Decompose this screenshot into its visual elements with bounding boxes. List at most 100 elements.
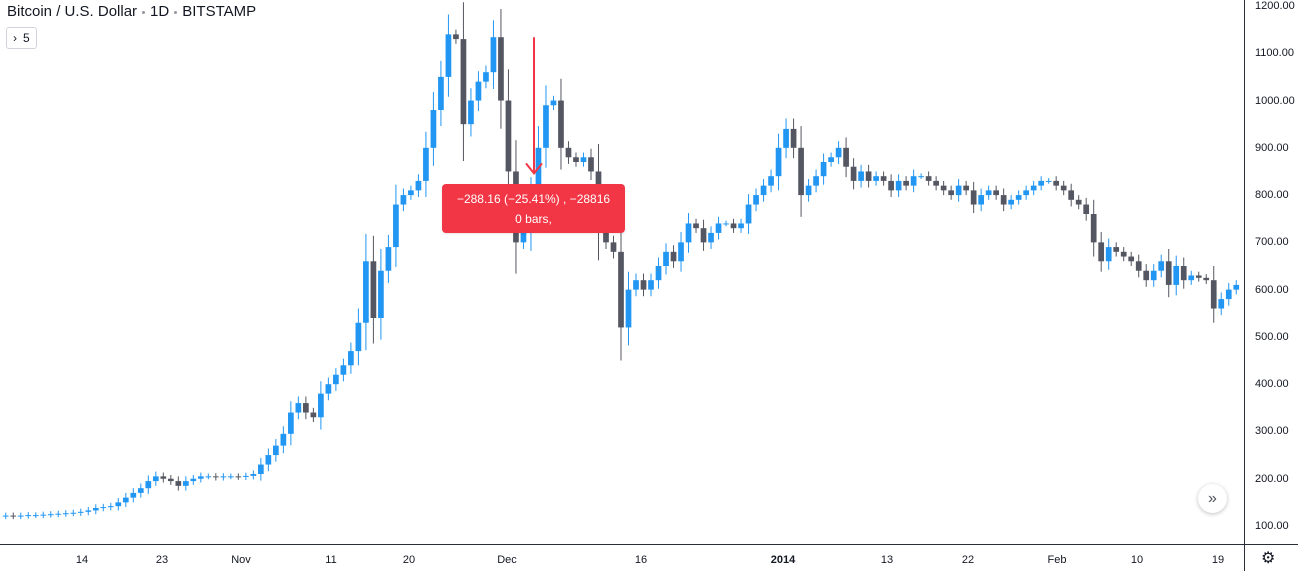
candle-body xyxy=(430,110,437,148)
double-chevron-right-icon: » xyxy=(1208,489,1217,507)
candle-body xyxy=(1015,195,1022,200)
candle-body xyxy=(1120,251,1127,257)
candle-body xyxy=(318,393,324,418)
candle-body xyxy=(693,223,699,229)
candle-body xyxy=(348,351,354,366)
candle-body xyxy=(453,34,459,40)
separator-dot xyxy=(174,10,178,14)
price-tick: 300.00 xyxy=(1255,425,1289,438)
symbol-header[interactable]: Bitcoin / U.S. Dollar 1D BITSTAMP xyxy=(7,3,256,20)
candle-body xyxy=(963,185,969,191)
indicators-collapse-button[interactable]: › 5 xyxy=(6,27,37,49)
candle-body xyxy=(903,180,909,186)
candle-body xyxy=(873,176,879,181)
price-tick: 600.00 xyxy=(1255,283,1289,296)
candle-body xyxy=(475,81,482,101)
candle-body xyxy=(678,242,684,262)
candle-body xyxy=(152,476,159,482)
candle-body xyxy=(1090,214,1097,243)
time-tick: 20 xyxy=(402,554,416,566)
chart-area[interactable]: Bitcoin / U.S. Dollar 1D BITSTAMP › 5 −288… xyxy=(0,0,1244,545)
candle-body xyxy=(197,476,204,479)
candle-body xyxy=(655,266,662,281)
candle-body xyxy=(790,128,797,148)
candle-body xyxy=(1165,261,1172,285)
interval-label[interactable]: 1D xyxy=(150,3,170,20)
candle-body xyxy=(543,105,549,148)
settings-corner[interactable]: ⚙ xyxy=(1244,544,1298,571)
candle-body xyxy=(1038,180,1045,186)
candle-body xyxy=(77,511,84,513)
price-tick: 400.00 xyxy=(1255,378,1289,391)
candle-body xyxy=(918,176,924,178)
candle-body xyxy=(505,100,512,172)
candle-body xyxy=(1060,185,1067,191)
candle-body xyxy=(62,513,69,515)
candle-body xyxy=(325,384,332,394)
candle-body xyxy=(753,195,759,205)
candle-body xyxy=(212,476,219,478)
candle-body xyxy=(835,147,842,158)
candle-body xyxy=(843,147,849,167)
candle-body xyxy=(603,232,609,243)
candle-body xyxy=(955,185,962,196)
candle-body xyxy=(1210,280,1217,309)
candle-body xyxy=(438,76,444,110)
candle-body xyxy=(663,251,669,266)
candle-body xyxy=(648,280,654,290)
scroll-to-realtime-button[interactable]: » xyxy=(1198,484,1227,513)
candle-body xyxy=(47,514,54,516)
candle-body xyxy=(535,147,542,196)
candle-body xyxy=(107,506,114,508)
candle-body xyxy=(888,180,894,191)
time-tick: Feb xyxy=(1047,554,1067,566)
candle-body xyxy=(10,515,17,517)
candle-body xyxy=(910,176,917,186)
time-tick: 22 xyxy=(961,554,975,566)
price-tick: 200.00 xyxy=(1255,472,1289,485)
candle-body xyxy=(280,433,287,446)
candle-body xyxy=(625,289,632,328)
candle-body xyxy=(520,232,527,243)
price-tick: 1200.00 xyxy=(1255,0,1295,12)
candle-body xyxy=(850,166,857,181)
candle-body xyxy=(220,476,227,478)
candle-body xyxy=(92,508,99,511)
candle-body xyxy=(1225,289,1232,300)
exchange-label: BITSTAMP xyxy=(182,3,257,20)
time-tick: 13 xyxy=(880,554,894,566)
candle-body xyxy=(2,515,9,517)
candle-body xyxy=(295,403,302,413)
candle-body xyxy=(1218,299,1225,309)
candle-body xyxy=(1180,266,1187,281)
gear-icon[interactable]: ⚙ xyxy=(1261,550,1276,567)
candle-body xyxy=(355,322,362,352)
candle-body xyxy=(137,488,144,493)
candle-body xyxy=(333,374,339,385)
candle-body xyxy=(250,474,257,476)
candle-body xyxy=(370,261,377,318)
candle-body xyxy=(768,176,774,186)
candle-body xyxy=(1128,256,1135,262)
candle-body xyxy=(130,492,137,498)
candle-body xyxy=(310,412,317,418)
price-tick: 700.00 xyxy=(1255,236,1289,249)
price-tick: 500.00 xyxy=(1255,330,1289,343)
candle-body xyxy=(573,157,579,162)
candlestick-series xyxy=(2,2,1240,520)
time-tick: 16 xyxy=(634,554,648,566)
time-axis[interactable]: 14 23 Nov 11 20 Dec 16 2014 13 22 Feb 10 19 xyxy=(0,544,1244,571)
candle-body xyxy=(1113,247,1120,252)
candle-body xyxy=(1105,247,1112,262)
candle-body xyxy=(978,195,984,205)
candle-body xyxy=(340,365,347,375)
candle-body xyxy=(227,476,234,478)
candle-body xyxy=(948,190,954,196)
time-tick: 2014 xyxy=(770,554,796,566)
price-axis[interactable]: 1200.00 1100.00 1000.00 900.00 800.00 700.00 6… xyxy=(1244,0,1298,545)
candle-body xyxy=(970,190,977,205)
candle-body xyxy=(182,481,189,486)
price-tick: 1000.00 xyxy=(1255,94,1295,107)
candle-body xyxy=(385,247,392,271)
candle-body xyxy=(1233,284,1240,290)
